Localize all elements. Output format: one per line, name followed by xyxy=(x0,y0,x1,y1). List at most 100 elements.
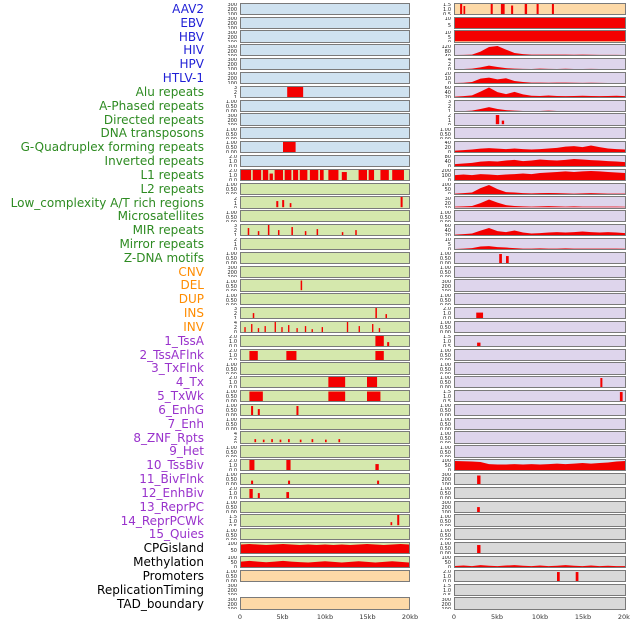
track-label: Microsatellites xyxy=(117,209,204,224)
y-tick-label: 1.5 xyxy=(443,583,451,589)
right-track-panel xyxy=(454,2,626,15)
y-tick-label: 1.00 xyxy=(225,293,237,299)
y-axis-ticks: 1.000.500.00 xyxy=(206,100,240,112)
y-axis-ticks: 2.01.00.0 xyxy=(206,155,240,167)
track-label: 9_Het xyxy=(169,444,204,459)
y-tick-label: 0.5 xyxy=(443,344,451,346)
y-tick-label: 1 xyxy=(234,234,237,236)
track-row: HTLV-1300200100020100 xyxy=(0,71,630,85)
track-label: TAD_boundary xyxy=(116,596,204,611)
y-axis-ticks: 3002001000 xyxy=(206,584,240,596)
track-label: HBV xyxy=(178,29,204,44)
y-axis-ticks: 1050 xyxy=(420,31,454,43)
y-tick-label: 0.50 xyxy=(439,532,451,539)
right-track-panel xyxy=(454,514,626,527)
track-row: Mirror repeats2101050 xyxy=(0,237,630,251)
y-tick-label: 2.0 xyxy=(229,487,237,493)
x-tick-label: 10kb xyxy=(316,613,334,622)
y-tick-label: 0.50 xyxy=(225,366,237,373)
left-track-panel xyxy=(240,16,410,29)
track-label: 12_EnhBiv xyxy=(141,485,204,500)
track-label: CPGisland xyxy=(143,541,204,556)
y-tick-label: 100 xyxy=(441,173,451,180)
track-row: Directed repeats3002001000210 xyxy=(0,113,630,127)
y-tick-label: 2.0 xyxy=(443,570,451,576)
right-track-panel xyxy=(454,293,626,306)
y-tick-label: 2 xyxy=(233,238,237,244)
y-tick-label: 100 xyxy=(441,483,451,485)
y-axis-ticks: 1.000.500.00 xyxy=(420,363,454,375)
y-tick-label: 2.0 xyxy=(229,169,237,175)
y-tick-label: 100 xyxy=(227,607,237,609)
y-axis-ticks: 1.000.500.00 xyxy=(206,141,240,153)
y-tick-label: 1.00 xyxy=(225,473,237,479)
track-row: EBV3002001000 105 xyxy=(0,16,630,30)
y-axis-ticks: 420 xyxy=(420,58,454,70)
y-tick-label: 0.50 xyxy=(225,131,237,138)
y-axis-ticks: 2.01.00.0 xyxy=(420,307,454,319)
y-tick-label: 200 xyxy=(227,48,237,55)
y-tick-label: 0.50 xyxy=(439,435,451,442)
y-tick-label: 200 xyxy=(227,62,237,69)
y-axis-ticks: 3002001000 xyxy=(206,266,240,278)
y-tick-label: 4 xyxy=(233,431,237,437)
y-tick-label: 1.00 xyxy=(439,431,451,437)
y-axis-ticks: 3210 xyxy=(420,100,454,112)
y-tick-label: 300 xyxy=(227,583,237,589)
y-tick-label: 0.00 xyxy=(226,220,237,222)
right-track-panel xyxy=(454,85,626,98)
y-axis-ticks: 2.01.00.0 xyxy=(206,487,240,499)
y-tick-label: 0.00 xyxy=(440,137,451,139)
left-track-panel xyxy=(240,85,410,98)
track-label: A-Phased repeats xyxy=(99,98,204,113)
left-track-panel xyxy=(240,555,410,569)
y-tick-label: 0.50 xyxy=(439,491,451,498)
right-track-panel xyxy=(454,459,626,472)
y-tick-label: 0.5 xyxy=(229,524,237,526)
y-tick-label: 1.00 xyxy=(439,376,451,382)
y-tick-label: 1.00 xyxy=(225,390,237,396)
y-tick-label: 100 xyxy=(227,68,237,70)
y-tick-label: 100 xyxy=(227,54,237,56)
y-tick-label: 200 xyxy=(227,269,237,276)
y-tick-label: 300 xyxy=(441,279,451,285)
y-tick-label: 1.00 xyxy=(225,279,237,285)
y-axis-ticks: 6040200 xyxy=(420,224,454,236)
y-tick-label: 20 xyxy=(445,96,451,98)
y-tick-label: 1.0 xyxy=(229,518,237,525)
y-tick-label: 0.0 xyxy=(229,344,237,346)
y-axis-ticks: 1.000.500.00 xyxy=(420,294,454,306)
y-axis-ticks: 1.000.500.00 xyxy=(206,473,240,485)
y-tick-label: 0.00 xyxy=(226,137,237,139)
y-axis-ticks: 1.000.500.00 xyxy=(206,211,240,223)
y-axis-ticks: 1.000.500.00 xyxy=(206,418,240,430)
right-track-panel xyxy=(454,431,626,444)
y-tick-label: 1.00 xyxy=(439,321,451,327)
y-axis-ticks: 2.01.00.0 xyxy=(206,349,240,361)
y-tick-label: 50 xyxy=(444,186,451,193)
y-tick-label: 1.00 xyxy=(225,127,237,133)
y-tick-label: 2 xyxy=(233,325,237,332)
track-label: ReplicationTiming xyxy=(97,582,204,597)
y-tick-label: 0.0 xyxy=(229,179,237,181)
y-tick-label: 0.00 xyxy=(226,414,237,416)
track-label: HIV xyxy=(183,43,204,58)
y-tick-label: 1.00 xyxy=(439,417,451,423)
y-tick-label: 0 xyxy=(234,248,237,250)
y-tick-label: 50 xyxy=(230,560,237,567)
right-track-panel xyxy=(454,58,626,71)
y-tick-label: 1.00 xyxy=(439,542,451,548)
y-tick-label: 80 xyxy=(444,48,451,55)
left-track-panel xyxy=(240,2,410,15)
y-tick-label: 0.50 xyxy=(439,131,451,138)
y-tick-label: 100 xyxy=(227,556,237,562)
y-tick-label: 0.00 xyxy=(440,358,451,360)
y-tick-label: 2 xyxy=(233,435,237,442)
y-tick-label: 0.50 xyxy=(439,421,451,428)
y-tick-label: 300 xyxy=(227,58,237,64)
track-row: TAD_boundary30020010003002001000 xyxy=(0,597,630,611)
y-tick-label: 0.50 xyxy=(439,297,451,304)
